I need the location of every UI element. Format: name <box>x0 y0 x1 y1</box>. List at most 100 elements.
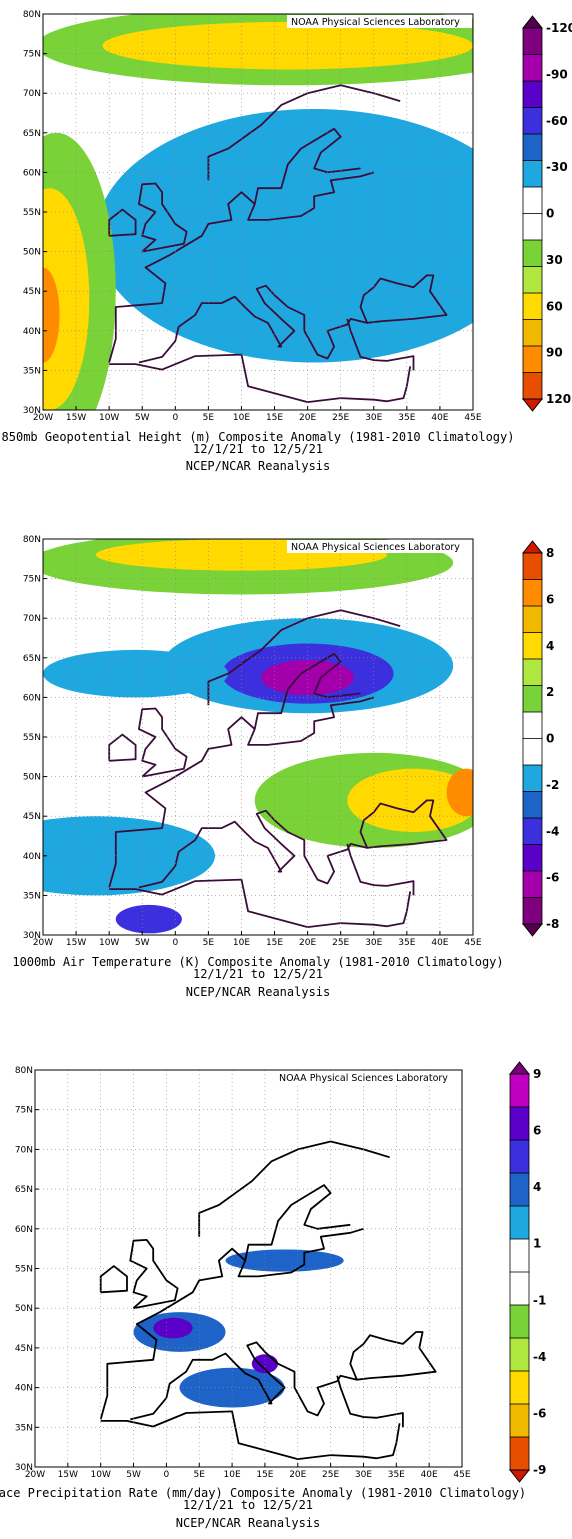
colorbar-swatch <box>522 133 543 162</box>
colorbar-swatch <box>509 1436 530 1471</box>
coastline <box>138 799 448 889</box>
coastline <box>336 1375 404 1428</box>
coastline <box>129 1239 179 1310</box>
lon-tick-label: 0 <box>172 413 178 423</box>
contour-region <box>102 21 473 70</box>
lat-tick-label: 80N <box>23 535 41 545</box>
coastline <box>100 1410 401 1460</box>
lon-tick-label: 20E <box>299 938 316 948</box>
colorbar-swatch <box>522 685 543 713</box>
lon-tick-label: 45E <box>464 413 481 423</box>
lon-tick-label: 10W <box>91 1470 111 1480</box>
colorbar-label: 1 <box>533 1237 541 1251</box>
lon-tick-label: 5E <box>203 413 215 423</box>
colorbar-swatch <box>522 239 543 268</box>
lon-tick-label: 15E <box>256 1470 273 1480</box>
lon-tick-label: 45E <box>464 938 481 948</box>
lon-tick-label: 10W <box>99 938 119 948</box>
colorbar-swatch <box>522 897 543 925</box>
lat-tick-label: 55N <box>23 208 41 218</box>
lat-tick-label: 40N <box>23 327 41 337</box>
colorbar-label: 4 <box>533 1180 541 1194</box>
lon-tick-label: 35E <box>398 938 415 948</box>
chart-subtitle: 12/1/21 to 12/5/21 <box>193 442 323 456</box>
lat-ticks: 30N 35N 40N 45N 50N 55N 60N 65N 70N 75N 80N <box>23 10 47 416</box>
contour-region <box>446 768 473 817</box>
lat-ticks: 30N 35N 40N 45N 50N 55N 60N 65N 70N 75N 80N <box>15 1066 39 1473</box>
lab-label: NOAA Physical Sciences Laboratory <box>291 17 460 28</box>
colorbar-swatch <box>522 870 543 899</box>
chart-title: 850mb Geopotential Height (m) Composite … <box>2 430 515 444</box>
lon-tick-label: 15W <box>66 938 86 948</box>
coastline <box>253 652 361 730</box>
lat-tick-label: 55N <box>15 1265 33 1275</box>
lat-tick-label: 30N <box>15 1463 33 1473</box>
colorbar-swatch <box>509 1403 530 1438</box>
contour-region <box>153 1317 193 1339</box>
lon-tick-label: 40E <box>431 938 448 948</box>
contour-region <box>35 1339 101 1404</box>
lab-box <box>287 540 472 553</box>
lon-ticks: 20W 15W 10W 5W 0 5E 10E 15E 20E 25E 30E 35E 40E 45E <box>33 931 482 948</box>
colorbar-swatch <box>522 372 543 400</box>
colorbar-swatch <box>509 1205 530 1240</box>
colorbar-label: 8 <box>546 546 554 560</box>
colorbar-cap <box>521 923 544 937</box>
contour-region <box>225 1249 344 1272</box>
colorbar-label: -9 <box>533 1463 546 1477</box>
colorbar-swatch <box>522 791 543 819</box>
chart-source: NCEP/NCAR Reanalysis <box>186 459 331 473</box>
lab-label: NOAA Physical Sciences Laboratory <box>279 1073 448 1084</box>
chart-subtitle: 12/1/21 to 12/5/21 <box>183 1498 313 1512</box>
coastline <box>198 1140 390 1237</box>
colorbar: 9 6 4 1 -1 -4 -6 -9 <box>508 1061 546 1483</box>
colorbar-swatch <box>509 1073 530 1108</box>
lon-tick-label: 10W <box>99 413 119 423</box>
colorbar-swatch <box>522 844 543 872</box>
colorbar-swatch <box>522 160 543 188</box>
lon-tick-label: 25E <box>332 938 349 948</box>
colorbar-label: -2 <box>546 778 559 792</box>
chart-subtitle: 12/1/21 to 12/5/21 <box>193 967 323 981</box>
colorbar-cap <box>508 1469 531 1483</box>
colorbar-label: -90 <box>546 67 568 81</box>
coastline <box>138 274 448 364</box>
contour-region <box>146 1093 384 1142</box>
lat-tick-label: 60N <box>23 168 41 178</box>
lab-box <box>287 15 472 28</box>
colorbar-swatch <box>522 292 543 321</box>
contour-region <box>225 1181 318 1229</box>
chart-source: NCEP/NCAR Reanalysis <box>176 1516 321 1530</box>
lon-tick-label: 40E <box>421 1470 438 1480</box>
lat-tick-label: 40N <box>15 1384 33 1394</box>
lon-tick-label: 20W <box>33 413 53 423</box>
colorbar-label: 60 <box>546 299 563 313</box>
lon-ticks: 20W 15W 10W 5W 0 5E 10E 15E 20E 25E 30E 35E 40E 45E <box>33 406 482 423</box>
contour-region <box>363 1395 430 1444</box>
colorbar-swatch <box>509 1271 530 1306</box>
coastline <box>99 1227 364 1420</box>
lon-tick-label: 20E <box>289 1470 306 1480</box>
colorbar-label: -120 <box>546 21 572 35</box>
colorbar-swatch <box>522 632 543 660</box>
lat-tick-label: 60N <box>23 693 41 703</box>
colorbar-label: 4 <box>546 639 554 653</box>
chart-title: 1000mb Air Temperature (K) Composite Ano… <box>12 955 503 969</box>
colorbar-label: -6 <box>533 1406 546 1420</box>
lat-tick-label: 50N <box>15 1304 33 1314</box>
lat-tick-label: 65N <box>15 1185 33 1195</box>
colorbar-swatch <box>522 579 543 607</box>
colorbar-label: 90 <box>546 346 563 360</box>
colorbar-swatch <box>522 107 543 135</box>
contour-region <box>43 816 215 896</box>
anomaly-contours <box>43 14 473 410</box>
lat-tick-label: 80N <box>23 10 41 20</box>
lat-tick-label: 75N <box>15 1106 33 1116</box>
coastline <box>207 84 401 181</box>
lat-tick-label: 50N <box>23 248 41 258</box>
contour-region <box>43 649 229 698</box>
colorbar-label: -8 <box>546 917 559 931</box>
contour-region <box>304 1197 423 1245</box>
colorbar-cap <box>508 1061 531 1075</box>
lon-tick-label: 10E <box>224 1470 241 1480</box>
